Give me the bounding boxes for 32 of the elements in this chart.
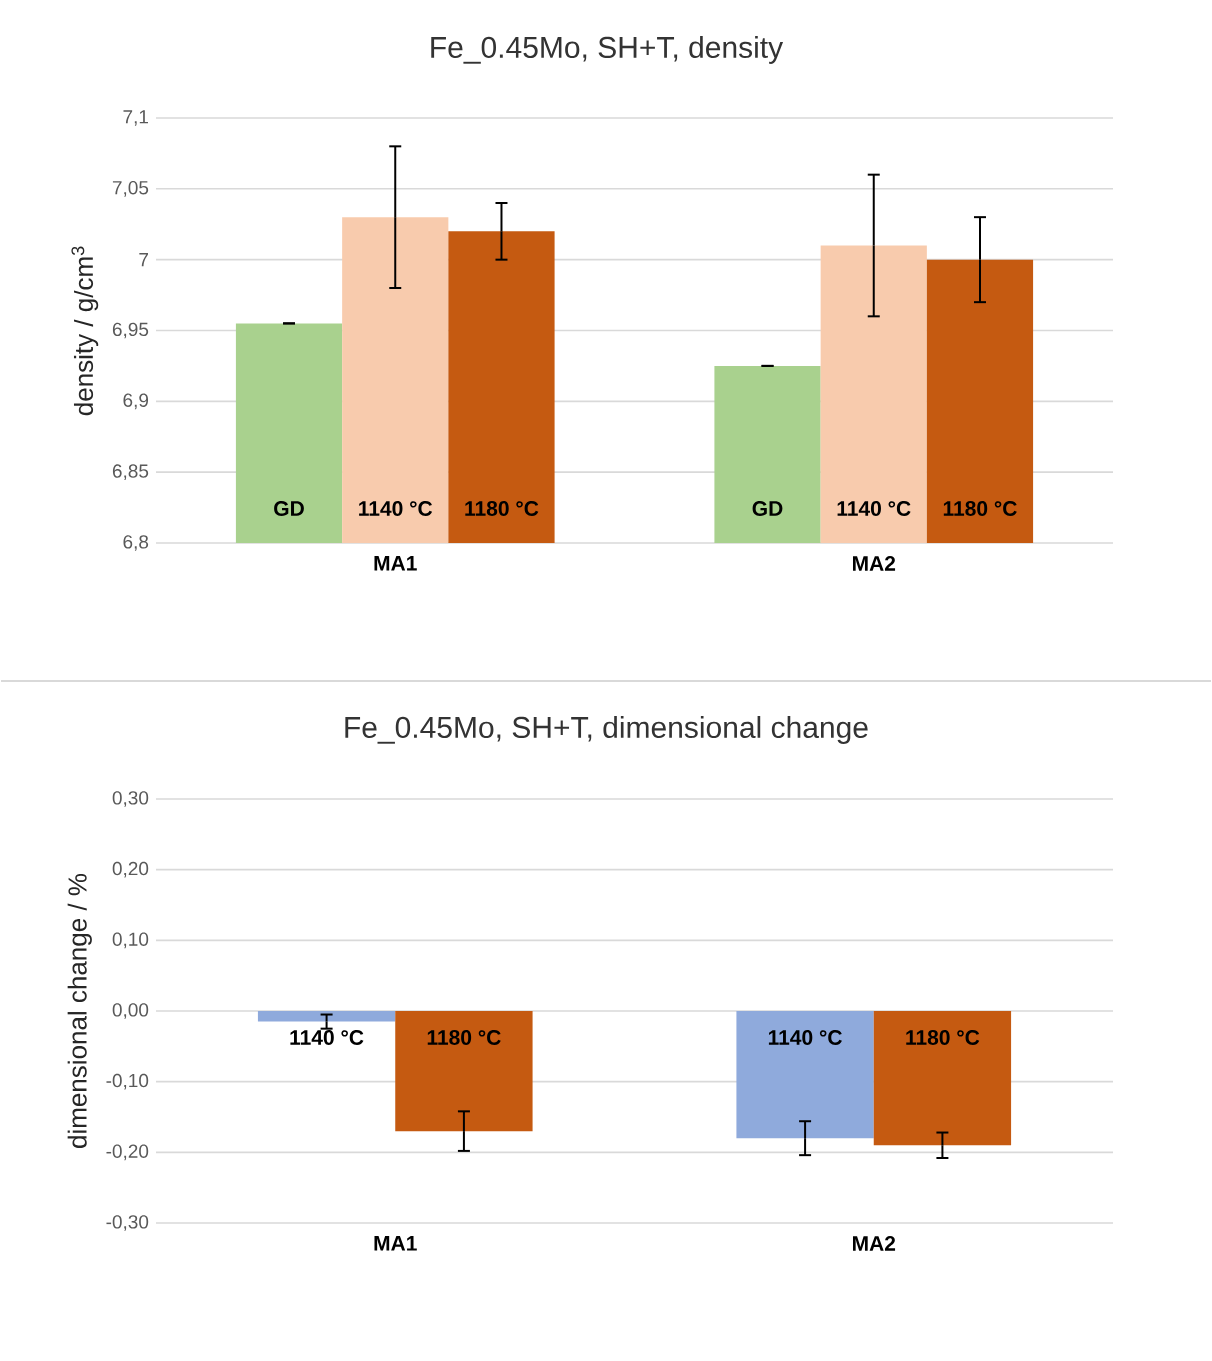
series-label: 1140 °C: [359, 501, 433, 516]
y-axis-title: dimensional change / %: [67, 873, 92, 1148]
chart-title: Fe_0.45Mo, SH+T, dimensional change: [345, 716, 868, 744]
chart-title: Fe_0.45Mo, SH+T, density: [431, 36, 784, 64]
y-tick-label: 6,85: [112, 464, 149, 481]
y-tick-label: 6,9: [123, 393, 149, 410]
y-tick-label: 6,8: [123, 535, 149, 551]
y-tick-label: 6,95: [112, 322, 149, 339]
x-tick-label: MA1: [374, 1236, 417, 1251]
y-tick-label: -0,10: [106, 1073, 149, 1090]
text: 1180 °C: [465, 501, 539, 516]
x-tick-label: MA2: [852, 556, 896, 571]
y-tick-label: 0,00: [112, 1003, 149, 1019]
series-label: 1180 °C: [427, 1030, 501, 1045]
text: 1180 °C: [906, 1030, 980, 1045]
series-label: 1180 °C: [943, 501, 1017, 516]
x-tick-label: MA1: [374, 556, 417, 571]
y-tick-label: 0,10: [112, 932, 149, 949]
text: 1140 °C: [768, 1030, 842, 1045]
text: 1140 °C: [837, 501, 911, 516]
y-tick-label: 7,05: [112, 180, 149, 197]
y-axis-title: density / g/cm$^{3}$: [71, 246, 99, 416]
y-tick-label: -0,30: [106, 1215, 149, 1231]
x-tick-label: MA2: [852, 1236, 896, 1251]
y-tick-label: 0,20: [112, 861, 149, 878]
y-tick-label: 7: [139, 253, 148, 267]
series-label: 1140 °C: [290, 1030, 364, 1045]
y-tick-label: -0,20: [106, 1144, 149, 1161]
y-tick-label: 7,1: [123, 110, 148, 126]
y-tick-label: 0,30: [112, 791, 149, 807]
series-label: GD: [274, 501, 304, 516]
text: GD: [752, 501, 783, 516]
